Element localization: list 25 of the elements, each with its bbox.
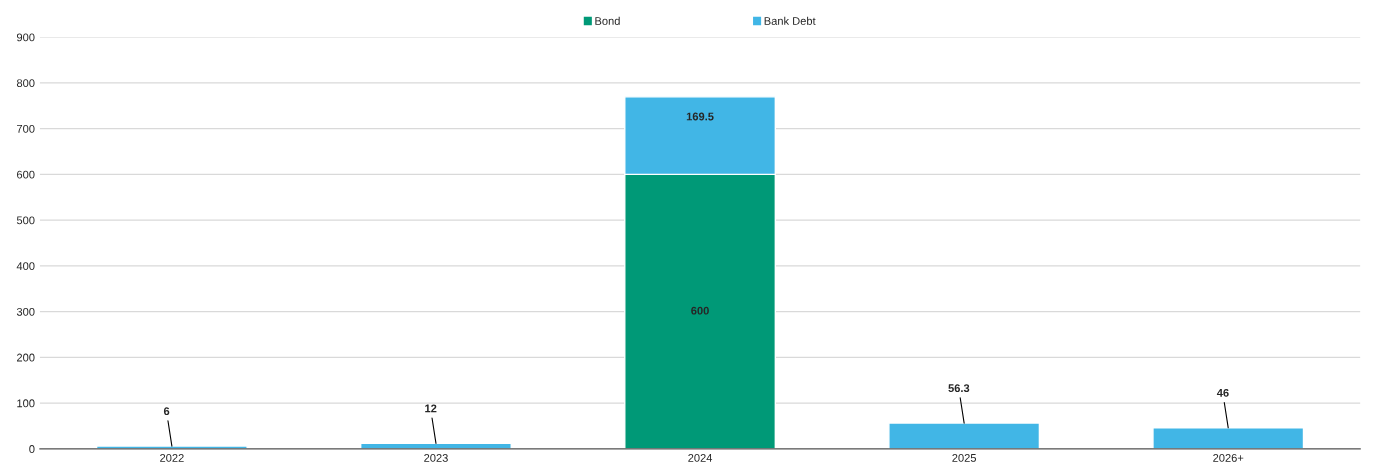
- y-tick-label: 600: [17, 170, 35, 179]
- y-tick-label: 300: [16, 307, 35, 316]
- y-tick-label: 400: [16, 262, 35, 270]
- y-tick-label: 200: [17, 353, 35, 362]
- bar: [888, 422, 1041, 449]
- y-tick-label: 500: [16, 216, 35, 225]
- legend-label: Bond: [595, 16, 620, 25]
- y-tick-label: 900: [16, 33, 35, 42]
- bar: [1152, 427, 1305, 449]
- x-tick-label: 2025: [952, 454, 977, 462]
- data-label: 6: [163, 407, 170, 416]
- data-label: 56.3: [948, 384, 970, 393]
- data-label: 12: [425, 404, 437, 413]
- x-tick-label: 2024: [688, 454, 713, 462]
- y-tick-label: 0: [29, 445, 35, 453]
- legend-label: Bank Debt: [764, 16, 816, 25]
- y-tick-label: 800: [16, 79, 35, 88]
- data-label: 46: [1216, 388, 1229, 397]
- x-tick-label: 2023: [424, 454, 448, 462]
- y-tick-label: 100: [17, 399, 35, 408]
- y-tick-label: 700: [17, 124, 35, 133]
- x-tick-label: 2026+: [1213, 454, 1244, 462]
- data-label: 600: [691, 306, 709, 315]
- x-tick-label: 2022: [160, 454, 184, 462]
- data-label: 169.5: [686, 112, 714, 121]
